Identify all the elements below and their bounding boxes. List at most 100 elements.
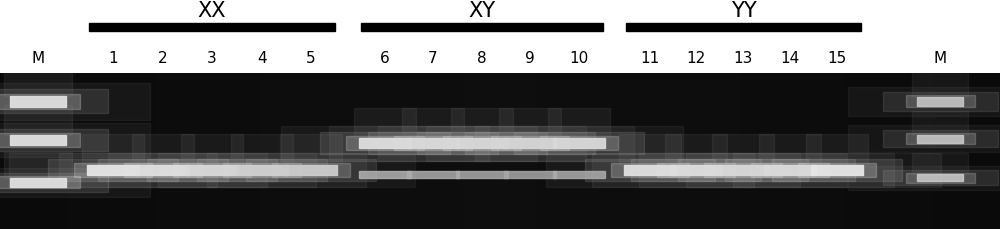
Text: 9: 9 [525,51,535,66]
Bar [759,134,821,165]
Bar [585,159,715,181]
Bar [717,165,769,175]
Bar [917,97,963,106]
Bar [725,159,855,181]
Bar [137,165,189,175]
Bar [0,123,150,158]
Bar [0,129,108,151]
Bar [368,132,498,155]
Bar [158,153,366,187]
Bar [236,165,288,175]
Text: 5: 5 [306,51,316,66]
Bar [917,135,963,143]
Bar [475,126,683,161]
Text: 13: 13 [733,51,753,66]
Text: XY: XY [468,0,496,21]
Bar [465,132,595,155]
Bar [504,138,556,148]
Bar [4,152,72,178]
Bar [359,171,411,178]
Bar [906,133,974,144]
Bar [402,108,464,138]
Bar [82,134,144,165]
Bar [553,138,605,148]
Bar [686,153,894,187]
Bar [0,133,80,147]
Bar [0,83,150,120]
Bar [451,108,513,138]
Bar [407,138,459,148]
Bar [883,130,998,147]
Bar [592,153,800,187]
Bar [281,126,489,161]
Bar [10,96,66,107]
Bar [514,132,644,155]
Bar [619,134,681,165]
Bar [0,173,108,192]
Bar [272,163,350,177]
Bar [456,171,508,178]
Bar [917,174,963,181]
Bar [4,105,72,135]
Bar [883,170,998,185]
Bar [548,108,610,138]
Bar [231,134,293,165]
Bar [491,136,569,150]
Bar [320,132,450,155]
Bar [811,165,863,175]
Text: M: M [31,51,45,66]
Bar [504,171,556,178]
Text: 6: 6 [380,51,390,66]
Bar [0,168,150,197]
Text: 4: 4 [257,51,267,66]
Bar [848,125,1000,152]
Bar [631,159,761,181]
Text: 12: 12 [686,51,706,66]
Bar [359,138,411,148]
Bar [4,63,72,96]
Bar [89,23,335,31]
Bar [108,153,316,187]
Bar [443,136,521,150]
Bar [132,134,194,165]
Bar [87,165,139,175]
Bar [0,94,80,109]
Text: 14: 14 [780,51,800,66]
Bar [540,136,618,150]
Bar [10,178,66,187]
Bar [223,163,301,177]
Bar [361,23,603,31]
Bar [848,87,1000,116]
Bar [751,163,829,177]
Text: 7: 7 [428,51,438,66]
Text: 2: 2 [158,51,168,66]
Bar [912,71,968,97]
Bar [657,163,735,177]
Bar [712,134,774,165]
Bar [456,138,508,148]
Bar [246,159,376,181]
Bar [48,159,178,181]
Bar [346,136,424,150]
Bar [394,136,472,150]
Bar [733,153,941,187]
Bar [207,153,415,187]
Bar [378,126,586,161]
Bar [329,126,537,161]
Bar [639,153,847,187]
Bar [59,153,267,187]
Bar [280,134,342,165]
Bar [848,166,1000,190]
Bar [906,95,974,107]
Text: M: M [933,51,947,66]
Bar [147,159,277,181]
Bar [417,132,547,155]
Bar [124,163,202,177]
Bar [0,176,80,188]
Bar [704,163,782,177]
Bar [798,163,876,177]
Bar [678,159,808,181]
Bar [624,165,676,175]
Text: 15: 15 [827,51,847,66]
Bar [354,108,416,138]
